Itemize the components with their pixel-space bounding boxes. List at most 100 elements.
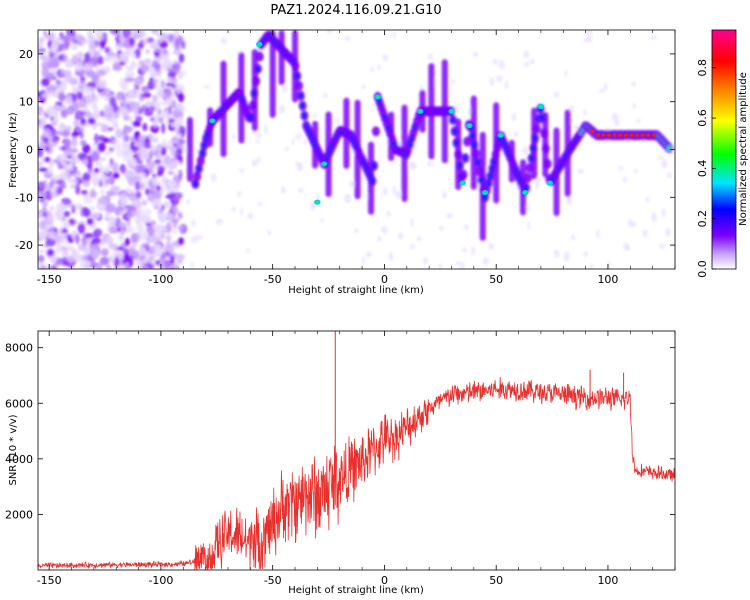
heatmap-noise-cell xyxy=(138,172,147,179)
colorbar: 0.0 0.2 0.4 0.6 0.8 Normalized spectral ampl… xyxy=(696,29,749,278)
heatmap-noise-cell xyxy=(136,141,143,149)
snr-y-tick-label: 6000 xyxy=(5,397,33,410)
heatmap-noise-cell xyxy=(93,237,102,244)
heatmap-faint-cell xyxy=(645,196,650,203)
heatmap-noise-cell xyxy=(104,177,110,186)
snr-y-tick-label: 8000 xyxy=(5,342,33,355)
heatmap-hot-core xyxy=(449,109,454,113)
heatmap-noise-cell xyxy=(154,251,163,257)
heatmap-noise-cell xyxy=(158,224,168,235)
heatmap-noise-cell xyxy=(77,152,85,160)
heatmap-noise-cell xyxy=(124,237,131,247)
heatmap-noise-cell xyxy=(157,165,165,175)
heatmap-noise-cell xyxy=(52,118,59,124)
heatmap-noise-cell xyxy=(131,200,138,206)
heatmap-noise-cell xyxy=(53,159,60,164)
heatmap-faint-cell xyxy=(231,206,237,212)
heatmap-noise-cell xyxy=(143,243,150,250)
heatmap-noise-cell xyxy=(177,116,185,121)
heatmap-noise-cell xyxy=(151,198,162,208)
heatmap-noise-cell xyxy=(105,68,110,74)
heatmap-noise-cell xyxy=(113,111,120,119)
heatmap-noise-cell xyxy=(165,82,175,87)
heatmap-noise-cell xyxy=(71,204,76,214)
heatmap-faint-cell xyxy=(636,118,641,124)
heatmap-noise-cell xyxy=(96,55,104,65)
heatmap-noise-cell xyxy=(121,140,131,151)
heatmap-hot-core xyxy=(539,105,543,108)
heatmap-noise-cell xyxy=(150,144,157,153)
heatmap-noise-cell xyxy=(47,249,55,257)
heatmap-noise-cell xyxy=(155,185,161,192)
heatmap-faint-cell xyxy=(427,53,433,61)
heatmap-ridge-cell xyxy=(475,166,484,177)
heatmap-noise-cell xyxy=(135,191,142,199)
heatmap-noise-cell xyxy=(57,181,67,188)
heatmap-noise-cell xyxy=(165,241,171,250)
heatmap-noise-cell xyxy=(105,106,114,115)
heatmap-faint-cell xyxy=(397,232,403,240)
heatmap-noise-cell xyxy=(44,156,51,163)
heatmap-faint-cell xyxy=(295,133,302,140)
heatmap-noise-cell xyxy=(156,91,167,100)
heatmap-faint-cell xyxy=(496,74,503,83)
heatmap-ridge-core xyxy=(487,172,493,180)
heatmap-noise-cell xyxy=(71,30,77,37)
heatmap-noise-cell xyxy=(157,35,163,44)
heatmap-noise-cell xyxy=(156,143,163,154)
heatmap-noise-cell xyxy=(141,199,148,206)
heatmap-noise-cell xyxy=(61,197,72,205)
heatmap-ridge-cell xyxy=(525,162,534,173)
heatmap-ridge-cell xyxy=(459,169,468,180)
heatmap-noise-cell xyxy=(63,210,71,218)
heatmap-noise-cell xyxy=(70,138,78,147)
snr-y-tick-label: 2000 xyxy=(5,508,33,521)
snr-axes: -150 -100 -50 0 50 100 2000 4000 6000 8000 xyxy=(5,330,676,587)
heatmap-noise-cell xyxy=(103,95,110,101)
heatmap-peak-cell xyxy=(612,133,617,137)
heatmap-noise-cell xyxy=(140,264,149,269)
heatmap-noise-cell xyxy=(71,54,79,64)
heatmap-noise-cell xyxy=(49,230,57,241)
heatmap-faint-cell xyxy=(239,168,245,173)
heatmap-noise-cell xyxy=(120,227,125,236)
spectrogram-x-tick-label: -50 xyxy=(264,273,282,286)
heatmap-noise-cell xyxy=(76,91,83,100)
heatmap-noise-cell xyxy=(38,37,45,44)
heatmap-noise-cell xyxy=(76,127,85,132)
heatmap-noise-cell xyxy=(61,215,67,223)
heatmap-noise-cell xyxy=(112,243,119,252)
heatmap-faint-cell xyxy=(614,120,621,127)
heatmap-noise-cell xyxy=(112,172,120,179)
colorbar-gradient xyxy=(711,29,737,270)
heatmap-faint-cell xyxy=(553,249,560,259)
heatmap-noise-cell xyxy=(124,188,133,194)
heatmap-noise-cell xyxy=(172,63,180,70)
heatmap-noise-cell xyxy=(66,164,74,171)
heatmap-faint-cell xyxy=(185,199,191,204)
snr-x-axis-label: Height of straight line (km) xyxy=(288,585,424,596)
heatmap-ridge-core xyxy=(532,135,538,142)
heatmap-noise-cell xyxy=(81,122,91,128)
heatmap-noise-cell xyxy=(143,218,153,224)
snr-y-tick-label: 4000 xyxy=(5,453,33,466)
heatmap-noise-cell xyxy=(38,47,46,54)
heatmap-noise-cell xyxy=(61,248,69,260)
colorbar-label: Normalized spectral amplitude xyxy=(738,72,749,226)
heatmap-faint-cell xyxy=(535,179,539,190)
heatmap-noise-cell xyxy=(57,73,65,78)
heatmap-noise-cell xyxy=(88,243,97,249)
heatmap-noise-cell xyxy=(150,124,160,134)
heatmap-noise-cell xyxy=(108,176,115,186)
heatmap-noise-cell xyxy=(177,237,185,246)
heatmap-ridge-core xyxy=(530,145,536,152)
heatmap-noise-cell xyxy=(91,248,100,259)
heatmap-noise-cell xyxy=(177,92,185,103)
spectrogram-y-tick-label: -10 xyxy=(15,191,33,204)
heatmap-faint-cell xyxy=(237,191,242,197)
heatmap-noise-cell xyxy=(93,122,104,127)
heatmap-noise-cell xyxy=(144,188,151,196)
heatmap-noise-cell xyxy=(75,184,81,195)
